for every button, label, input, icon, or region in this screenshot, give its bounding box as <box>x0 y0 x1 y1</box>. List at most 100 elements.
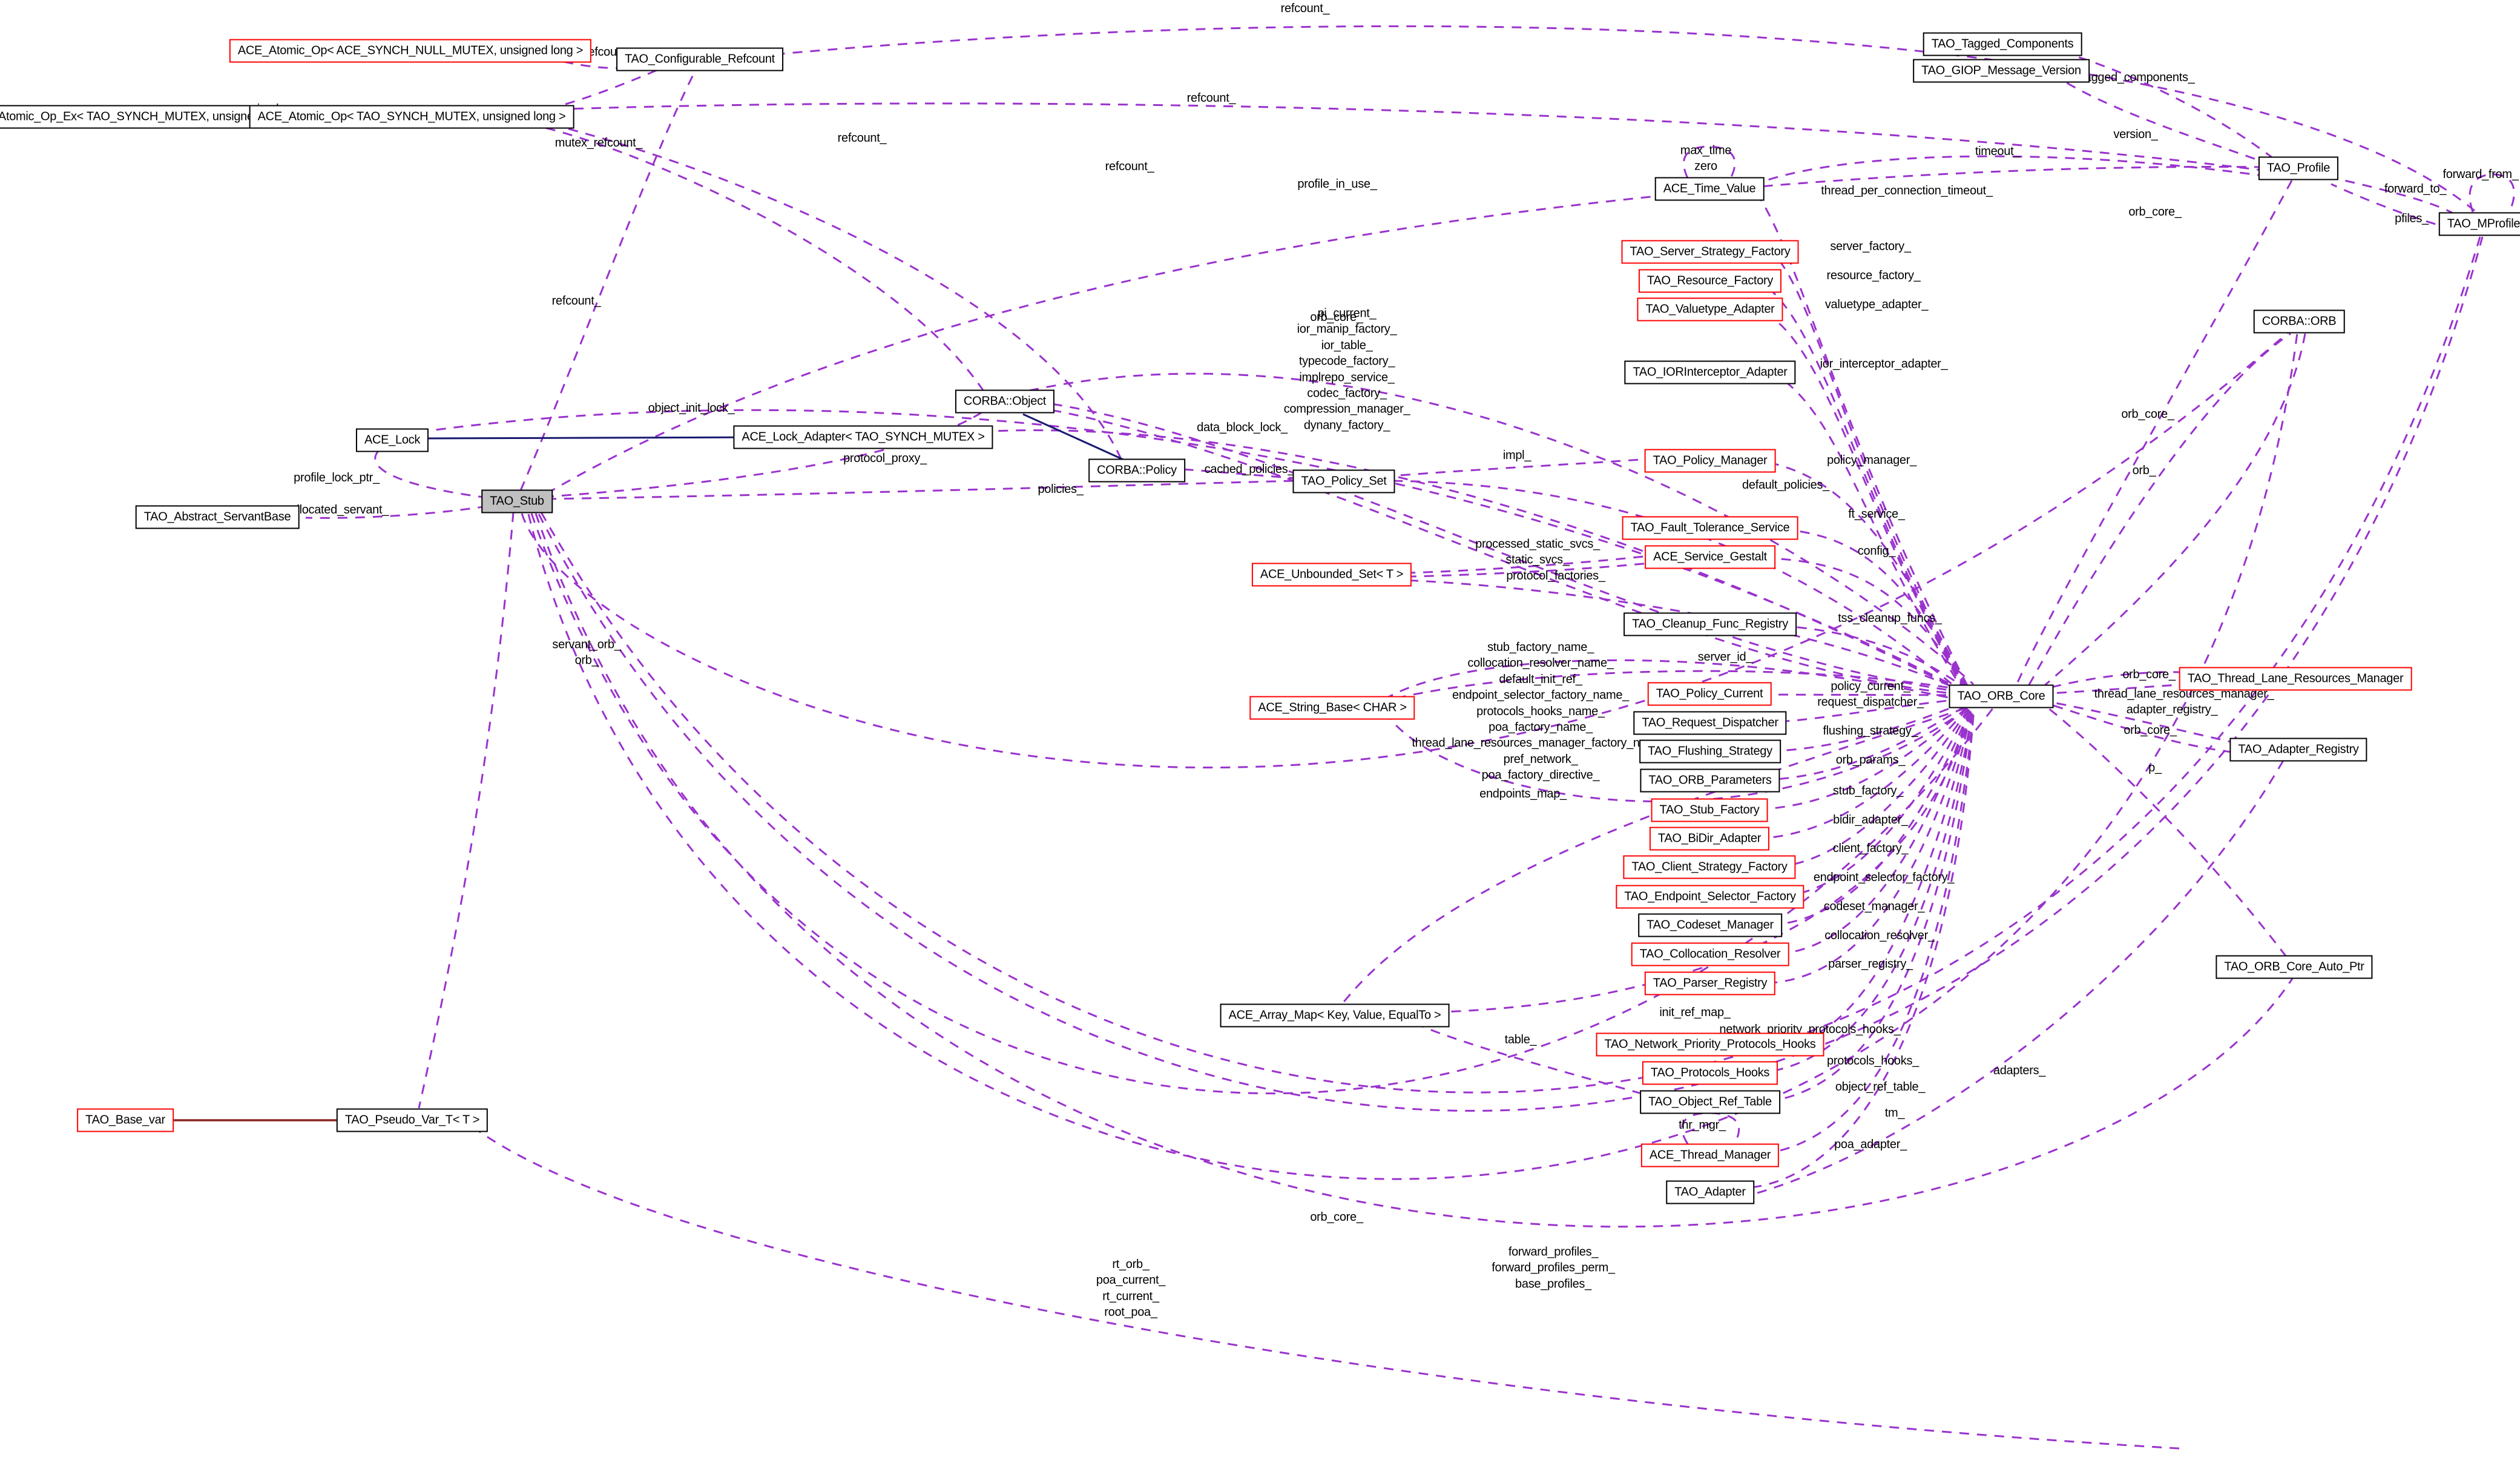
node-tao-flushing-strategy[interactable]: TAO_Flushing_Strategy <box>1639 739 1781 764</box>
edge-label-pfiles: pfiles_ <box>2395 211 2429 225</box>
node-tao-policy-set[interactable]: TAO_Policy_Set <box>1292 469 1395 494</box>
edge-label-tss-cleanup-funcs: tss_cleanup_funcs_ <box>1838 611 1942 625</box>
edge-label-ft-service: ft_service_ <box>1848 507 1905 521</box>
node-tao-giop-message-version[interactable]: TAO_GIOP_Message_Version <box>1913 59 2090 83</box>
edge-label-rt-orb-stack: rt_orb_ poa_current_ rt_current_ root_po… <box>1096 1258 1166 1319</box>
node-tao-network-priority-protocols-hooks[interactable]: TAO_Network_Priority_Protocols_Hooks <box>1596 1032 1824 1057</box>
edge-label-valuetype-adapter: valuetype_adapter_ <box>1824 297 1929 311</box>
node-tao-orb-core[interactable]: TAO_ORB_Core <box>1949 684 2054 708</box>
edge-label-orb-core-1: orb_core_ <box>2128 205 2182 219</box>
edge-label-forward-profiles-stack: forward_profiles_ forward_profiles_perm_… <box>1492 1245 1615 1291</box>
node-ace-service-gestalt[interactable]: ACE_Service_Gestalt <box>1645 545 1775 569</box>
node-ace-thread-manager[interactable]: ACE_Thread_Manager <box>1640 1143 1780 1167</box>
edge-label-max-time-zero: max_time zero <box>1680 144 1732 173</box>
node-tao-mprofile[interactable]: TAO_MProfile <box>2438 212 2520 236</box>
edge-label-parser-registry: parser_registry_ <box>1828 957 1913 971</box>
edge-label-orb-core-5: orb_core_ <box>2124 723 2177 737</box>
node-corba-orb[interactable]: CORBA::ORB <box>2253 309 2345 334</box>
edge-label-protocol-factories: protocol_factories_ <box>1506 569 1605 583</box>
node-tao-client-strategy-factory[interactable]: TAO_Client_Strategy_Factory <box>1623 855 1796 879</box>
edge-label-refcount-3: refcount_ <box>837 131 887 145</box>
edge-label-refcount-top: refcount_ <box>1280 1 1330 15</box>
edge-label-default-policies: default_policies_ <box>1742 478 1829 492</box>
edge-label-timeout: timeout_ <box>1975 144 2021 158</box>
edge-label-orb: orb_ <box>2132 463 2156 477</box>
edge-label-network-priority-protocols-hooks: network_priority_protocols_hooks_ <box>1719 1022 1901 1036</box>
node-tao-valuetype-adapter[interactable]: TAO_Valuetype_Adapter <box>1637 297 1783 322</box>
node-tao-stub-factory[interactable]: TAO_Stub_Factory <box>1651 798 1768 822</box>
node-tao-resource-factory[interactable]: TAO_Resource_Factory <box>1638 269 1782 293</box>
node-ace-atomic-op-null-mutex[interactable]: ACE_Atomic_Op< ACE_SYNCH_NULL_MUTEX, uns… <box>229 39 592 63</box>
node-tao-cleanup-func-registry[interactable]: TAO_Cleanup_Func_Registry <box>1624 612 1797 636</box>
edge-label-version: version_ <box>2113 127 2158 141</box>
node-tao-orb-parameters[interactable]: TAO_ORB_Parameters <box>1640 768 1780 793</box>
edge-label-orb-core-2: orb_core_ <box>2121 407 2174 421</box>
node-ace-time-value[interactable]: ACE_Time_Value <box>1654 177 1765 201</box>
node-tao-configurable-refcount[interactable]: TAO_Configurable_Refcount <box>616 47 783 71</box>
edge-label-protocol-proxy: protocol_proxy_ <box>843 451 927 465</box>
edge-label-tagged-components: tagged_components_ <box>2081 70 2195 84</box>
node-ace-lock[interactable]: ACE_Lock <box>355 428 429 452</box>
edge-label-init-ref-map: init_ref_map_ <box>1659 1005 1731 1019</box>
node-tao-server-strategy-factory[interactable]: TAO_Server_Strategy_Factory <box>1621 240 1799 264</box>
node-tao-iorinterceptor-adapter[interactable]: TAO_IORInterceptor_Adapter <box>1624 360 1796 385</box>
edge-label-forward-to: forward_to_ <box>2384 182 2447 196</box>
node-ace-array-map[interactable]: ACE_Array_Map< Key, Value, EqualTo > <box>1220 1003 1450 1028</box>
node-tao-bidir-adapter[interactable]: TAO_BiDir_Adapter <box>1649 827 1770 851</box>
node-tao-policy-manager[interactable]: TAO_Policy_Manager <box>1644 449 1776 473</box>
edge-label-codeset-manager: codeset_manager_ <box>1823 899 1925 913</box>
node-tao-collocation-resolver[interactable]: TAO_Collocation_Resolver <box>1631 942 1789 966</box>
node-ace-atomic-op-tao-mutex[interactable]: ACE_Atomic_Op< TAO_SYNCH_MUTEX, unsigned… <box>249 105 574 129</box>
node-tao-thread-lane-resources-manager[interactable]: TAO_Thread_Lane_Resources_Manager <box>2179 667 2412 691</box>
edge-label-protocols-hooks: protocols_hooks_ <box>1827 1054 1919 1068</box>
node-tao-pseudo-var-t[interactable]: TAO_Pseudo_Var_T< T > <box>336 1108 489 1132</box>
edge-label-profile-lock-ptr: profile_lock_ptr_ <box>294 471 380 484</box>
node-tao-tagged-components[interactable]: TAO_Tagged_Components <box>1923 32 2082 56</box>
edge-label-server-factory: server_factory_ <box>1830 239 1911 253</box>
edge-label-stub-factory: stub_factory_ <box>1832 784 1904 797</box>
node-corba-policy[interactable]: CORBA::Policy <box>1088 458 1185 483</box>
edge-label-table: table_ <box>1504 1032 1537 1046</box>
node-tao-endpoint-selector-factory[interactable]: TAO_Endpoint_Selector_Factory <box>1616 885 1804 909</box>
edge-label-adapters: adapters_ <box>1993 1063 2046 1077</box>
edge-label-tm: tm_ <box>1884 1106 1905 1120</box>
node-tao-object-ref-table[interactable]: TAO_Object_Ref_Table <box>1640 1090 1780 1114</box>
node-corba-object[interactable]: CORBA::Object <box>955 389 1055 414</box>
edge-label-poa-adapter: poa_adapter_ <box>1834 1137 1907 1151</box>
edge-label-orb-core-4: orb_core_ <box>2122 667 2176 681</box>
node-tao-orb-core-auto-ptr[interactable]: TAO_ORB_Core_Auto_Ptr <box>2216 955 2373 979</box>
node-tao-stub[interactable]: TAO_Stub <box>481 489 553 513</box>
node-tao-codeset-manager[interactable]: TAO_Codeset_Manager <box>1638 913 1782 937</box>
edge-label-flushing-strategy: flushing_strategy_ <box>1823 724 1918 738</box>
edge-label-servant-orb: servant_orb_ orb_ <box>552 638 621 667</box>
edge-label-endpoints-map: endpoints_map_ <box>1479 787 1567 801</box>
node-ace-lock-adapter[interactable]: ACE_Lock_Adapter< TAO_SYNCH_MUTEX > <box>733 425 993 449</box>
edge-label-mutex-refcount: mutex_refcount_ <box>554 136 643 150</box>
node-tao-profile[interactable]: TAO_Profile <box>2258 156 2339 180</box>
node-tao-policy-current[interactable]: TAO_Policy_Current <box>1647 682 1772 706</box>
node-ace-unbounded-set[interactable]: ACE_Unbounded_Set< T > <box>1251 563 1412 587</box>
edge-label-orb-core-bottom: orb_core_ <box>1310 1210 1363 1224</box>
edge-label-impl-2: impl_ <box>1502 448 1531 462</box>
edge-label-object-ref-table: object_ref_table_ <box>1835 1080 1926 1094</box>
node-tao-parser-registry[interactable]: TAO_Parser_Registry <box>1644 971 1776 995</box>
node-tao-adapter[interactable]: TAO_Adapter <box>1666 1180 1754 1204</box>
edge-label-ior-interceptor-adapter: ior_interceptor_adapter_ <box>1820 357 1948 371</box>
node-tao-base-var[interactable]: TAO_Base_var <box>77 1108 174 1132</box>
inheritance-edges <box>164 413 1125 1121</box>
edge-label-name-stack: stub_factory_name_ collocation_resolver_… <box>1412 641 1670 782</box>
node-tao-fault-tolerance-service[interactable]: TAO_Fault_Tolerance_Service <box>1622 516 1798 540</box>
edge-label-orb-core-3: orb_core_ <box>1310 310 1363 324</box>
edge-label-resource-factory: resource_factory_ <box>1826 268 1921 282</box>
edge-label-policy-current: policy_current_ request_dispatcher_ <box>1817 679 1924 709</box>
node-ace-string-base[interactable]: ACE_String_Base< CHAR > <box>1249 696 1415 720</box>
node-tao-abstract-servantbase[interactable]: TAO_Abstract_ServantBase <box>135 505 300 529</box>
edge-label-data-block-lock: data_block_lock_ <box>1197 420 1288 434</box>
node-tao-request-dispatcher[interactable]: TAO_Request_Dispatcher <box>1633 711 1787 735</box>
node-tao-protocols-hooks[interactable]: TAO_Protocols_Hooks <box>1642 1061 1778 1085</box>
edge-label-refcount-5: refcount_ <box>551 294 601 308</box>
edge-label-bidir-adapter: bidir_adapter_ <box>1833 813 1908 827</box>
edge-label-cached-policies: cached_policies_ <box>1204 462 1295 476</box>
node-tao-adapter-registry[interactable]: TAO_Adapter_Registry <box>2229 738 2367 762</box>
edge-label-forward-from: forward_from_ <box>2443 167 2519 181</box>
